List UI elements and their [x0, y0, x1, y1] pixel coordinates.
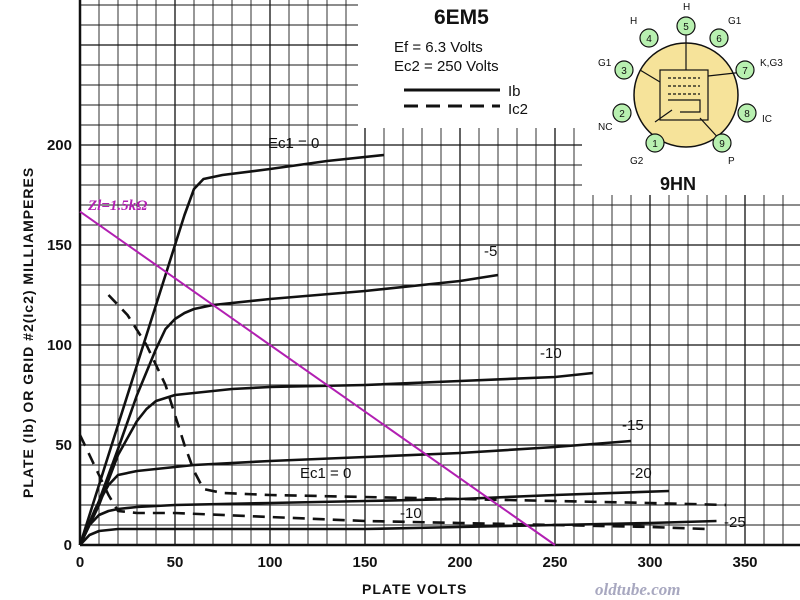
basing-code: 9HN: [660, 174, 696, 194]
y-tick-label: 150: [47, 237, 72, 254]
pin-circle: [709, 28, 729, 48]
tube-title: 6EM5: [434, 6, 489, 29]
load-line: [79, 210, 556, 546]
plate-current-curve: [79, 519, 717, 546]
x-tick-label: 150: [352, 554, 377, 571]
x-axis-title: PLATE VOLTS: [362, 581, 467, 597]
pin-number: 2: [619, 109, 625, 120]
x-tick-label: 50: [167, 554, 184, 571]
pin-circle: [712, 133, 732, 153]
load-line-label: Zl=1.5kΩ: [87, 198, 147, 214]
y-tick-label: 100: [47, 337, 72, 354]
chart-grid: [78, 0, 800, 547]
pin-number: 5: [683, 22, 689, 33]
load-line-group: Zl=1.5kΩ: [79, 198, 556, 546]
pin-label: H: [630, 16, 637, 27]
screen-current-curve: [107, 294, 727, 507]
pin-label: NC: [598, 122, 612, 133]
pin-number: 1: [652, 139, 658, 150]
pin-label: P: [728, 156, 735, 167]
x-tick-label: 200: [447, 554, 472, 571]
pin-number: 4: [646, 34, 652, 45]
y-axis-title: PLATE (Ib) OR GRID #2(Ic2) MILLIAMPERES: [20, 167, 36, 498]
x-tick-label: 350: [732, 554, 757, 571]
legend-ib: Ib: [508, 83, 521, 100]
curve-labels: Ec1 = 0 -5 -10 -15 -20 -25 Ec1 = 0 -10: [268, 135, 746, 531]
curve-label: -15: [622, 417, 644, 434]
pin-number: 8: [744, 109, 750, 120]
plate-current-curve: [78, 153, 385, 546]
x-tick-label: 100: [257, 554, 282, 571]
pin-label: G1: [598, 58, 612, 69]
pin-number: 9: [719, 139, 725, 150]
curve-label: -5: [484, 243, 497, 260]
pin-circle: [614, 60, 634, 80]
pin-number: 6: [716, 34, 722, 45]
pin-circle: [737, 103, 757, 123]
legend-ic2: Ic2: [508, 101, 528, 118]
pin-label: G2: [630, 156, 644, 167]
y-tick-label: 200: [47, 137, 72, 154]
plate-current-curve: [78, 371, 594, 546]
characteristic-curves: [78, 153, 727, 546]
pin-label: IC: [762, 114, 772, 125]
watermark: oldtube.com: [595, 580, 680, 599]
pin-circle: [645, 133, 665, 153]
condition-heater: Ef = 6.3 Volts: [394, 39, 483, 56]
curve-label: Ec1 = 0: [268, 135, 319, 152]
curve-label: -25: [724, 514, 746, 531]
y-tick-label: 50: [55, 437, 72, 454]
curve-label: -20: [630, 465, 652, 482]
x-tick-label: 0: [76, 554, 84, 571]
pin-label: G1: [728, 16, 742, 27]
plate-current-curve: [78, 273, 499, 546]
x-tick-label: 250: [542, 554, 567, 571]
pin-number: 7: [742, 66, 748, 77]
pin-number: 3: [621, 66, 627, 77]
screen-current-curve: [78, 434, 708, 531]
pin-circle: [639, 28, 659, 48]
curve-label: -10: [400, 505, 422, 522]
pin-label: H: [683, 2, 690, 13]
pin-circle: [676, 16, 696, 36]
pin-circle: [735, 60, 755, 80]
y-tick-label: 0: [64, 537, 72, 554]
pin-circle: [612, 103, 632, 123]
axis-ticks: 0 50 100 150 200 250 300 350 0 50 100 150 200: [47, 137, 758, 571]
plate-current-curve: [78, 489, 670, 546]
curve-label: Ec1 = 0: [300, 465, 351, 482]
condition-screen: Ec2 = 250 Volts: [394, 58, 499, 75]
curve-label: -10: [540, 345, 562, 362]
pin-label: K,G3: [760, 58, 783, 69]
x-tick-label: 300: [637, 554, 662, 571]
